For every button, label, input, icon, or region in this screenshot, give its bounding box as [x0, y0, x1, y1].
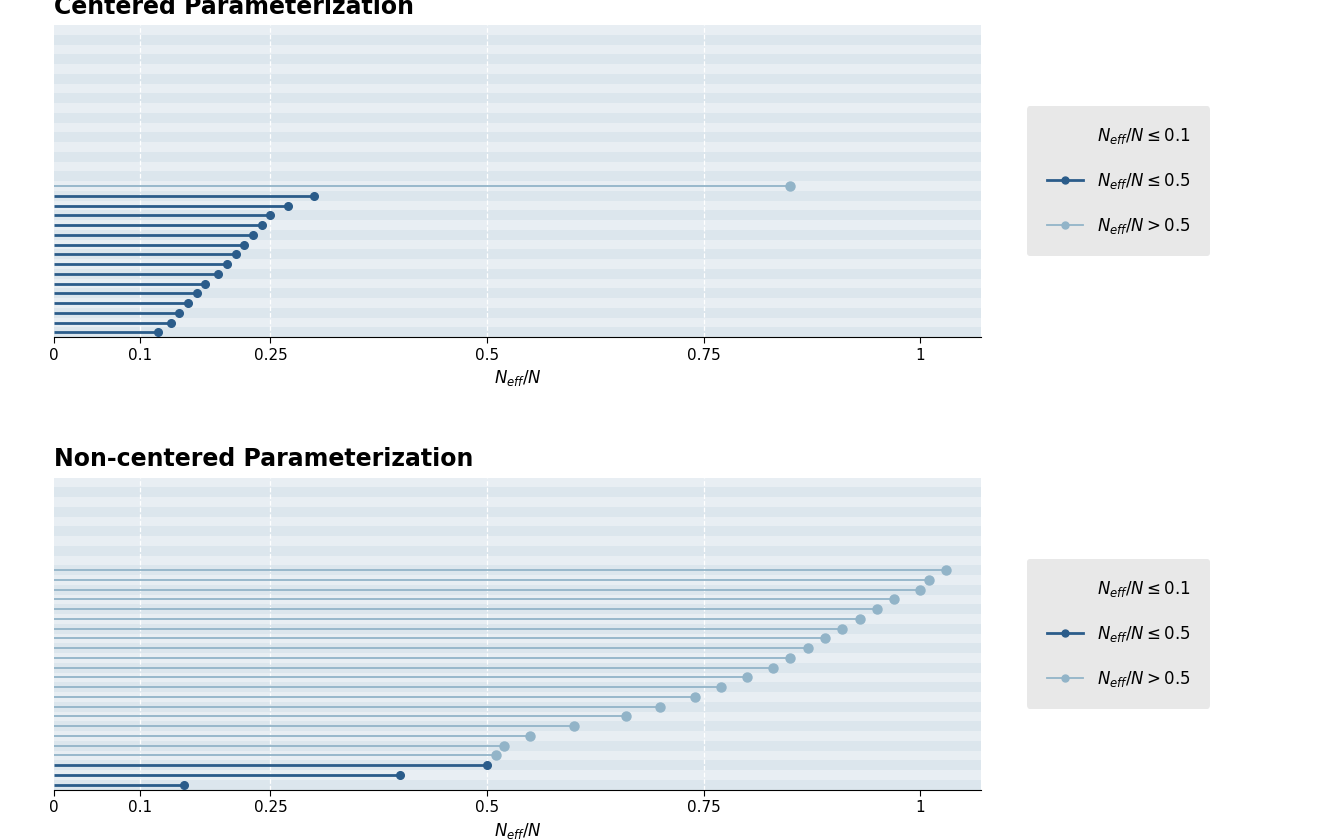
- Bar: [54, 74, 981, 84]
- Bar: [54, 84, 981, 93]
- Bar: [54, 113, 981, 123]
- Bar: [54, 741, 981, 751]
- Bar: [54, 308, 981, 318]
- Bar: [54, 35, 981, 45]
- Bar: [54, 770, 981, 780]
- Bar: [54, 487, 981, 497]
- Bar: [54, 239, 981, 249]
- Bar: [54, 527, 981, 536]
- Bar: [54, 663, 981, 673]
- Bar: [54, 585, 981, 595]
- Bar: [54, 711, 981, 722]
- Legend: $N_{eff}/N \leq 0.1$, $N_{eff}/N \leq 0.5$, $N_{eff}/N > 0.5$: $N_{eff}/N \leq 0.1$, $N_{eff}/N \leq 0.…: [1027, 106, 1210, 256]
- Bar: [54, 478, 981, 487]
- Bar: [54, 161, 981, 171]
- Bar: [54, 604, 981, 614]
- Bar: [54, 230, 981, 239]
- Bar: [54, 507, 981, 517]
- Bar: [54, 318, 981, 328]
- Bar: [54, 211, 981, 220]
- Bar: [54, 614, 981, 624]
- Bar: [54, 643, 981, 654]
- Bar: [54, 152, 981, 161]
- Legend: $N_{eff}/N \leq 0.1$, $N_{eff}/N \leq 0.5$, $N_{eff}/N > 0.5$: $N_{eff}/N \leq 0.1$, $N_{eff}/N \leq 0.…: [1027, 559, 1210, 709]
- X-axis label: $N_{eff}/N$: $N_{eff}/N$: [493, 821, 542, 840]
- Bar: [54, 142, 981, 152]
- Bar: [54, 220, 981, 230]
- Bar: [54, 546, 981, 555]
- Text: Centered Parameterization: Centered Parameterization: [54, 0, 414, 19]
- Bar: [54, 25, 981, 35]
- Bar: [54, 298, 981, 308]
- Bar: [54, 55, 981, 64]
- Bar: [54, 780, 981, 790]
- Bar: [54, 260, 981, 269]
- Text: Non-centered Parameterization: Non-centered Parameterization: [54, 448, 473, 471]
- Bar: [54, 751, 981, 760]
- Bar: [54, 191, 981, 201]
- X-axis label: $N_{eff}/N$: $N_{eff}/N$: [493, 368, 542, 388]
- Bar: [54, 249, 981, 260]
- Bar: [54, 123, 981, 133]
- Bar: [54, 517, 981, 527]
- Bar: [54, 103, 981, 113]
- Bar: [54, 328, 981, 337]
- Bar: [54, 171, 981, 181]
- Bar: [54, 93, 981, 103]
- Bar: [54, 702, 981, 711]
- Bar: [54, 288, 981, 298]
- Bar: [54, 201, 981, 211]
- Bar: [54, 575, 981, 585]
- Bar: [54, 633, 981, 643]
- Bar: [54, 279, 981, 288]
- Bar: [54, 133, 981, 142]
- Bar: [54, 497, 981, 507]
- Bar: [54, 731, 981, 741]
- Bar: [54, 555, 981, 565]
- Bar: [54, 673, 981, 682]
- Bar: [54, 682, 981, 692]
- Bar: [54, 269, 981, 279]
- Bar: [54, 654, 981, 663]
- Bar: [54, 64, 981, 74]
- Bar: [54, 722, 981, 731]
- Bar: [54, 536, 981, 546]
- Bar: [54, 692, 981, 702]
- Bar: [54, 760, 981, 770]
- Bar: [54, 595, 981, 604]
- Bar: [54, 181, 981, 191]
- Bar: [54, 565, 981, 575]
- Bar: [54, 45, 981, 55]
- Bar: [54, 624, 981, 633]
